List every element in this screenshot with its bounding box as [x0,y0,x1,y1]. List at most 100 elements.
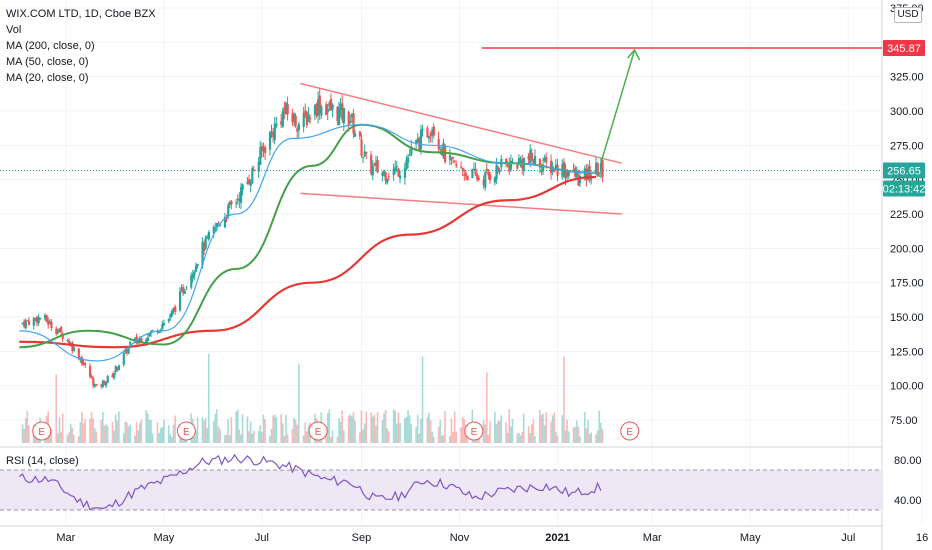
candle-body [23,321,26,327]
volume-bar [248,431,250,443]
candle-body [172,307,175,312]
candle-body [161,324,164,330]
volume-bar [28,425,30,443]
candle-body [529,150,532,164]
candle-body [34,318,37,320]
volume-bar [494,411,496,443]
triangle-lower-line [300,192,622,215]
candle-body [384,172,387,181]
candle-body [185,288,188,290]
rsi-legend[interactable]: RSI (14, close) [6,455,79,467]
candle-body [455,164,458,167]
volume-bar [118,411,120,443]
triangle-pattern[interactable] [300,82,622,215]
candle-body [564,170,567,179]
candle-body [485,168,488,171]
time-tick-label: Nov [450,532,470,544]
candle-body [167,318,170,322]
time-tick-label: May [740,532,761,544]
candle-body [178,291,182,311]
candle-body [452,156,455,158]
candle-body [329,99,333,111]
volume-bar [270,428,273,443]
volume-bar [111,421,114,443]
candle-body [201,242,204,266]
volume-bar [341,410,343,443]
volume-bar [338,418,340,443]
volume-bar [212,421,215,443]
volume-bar [407,409,409,443]
volume-bar [90,412,93,443]
volume-bar [246,416,249,443]
volume-bar [228,435,231,443]
legend-vol[interactable]: Vol [6,24,22,36]
legend-ma50[interactable]: MA (50, close, 0) [6,56,89,68]
price-axis[interactable]: 375.00325.00300.00275.00250.00225.00200.… [890,3,924,507]
candle-body [159,329,162,332]
target-annotation[interactable] [0,47,882,172]
candle-body [442,142,445,158]
candle-body [381,172,384,176]
candle-body [122,353,125,365]
earnings-marker[interactable]: E [620,421,640,441]
rsi-pane [0,453,882,511]
candle-body [601,160,604,178]
candle-body [291,113,294,123]
candle-body [482,179,485,186]
earnings-marker[interactable]: E [308,421,328,441]
candle-body [431,129,434,136]
candle-body [151,329,154,331]
volume-bar [249,421,252,443]
price-tick-label: 275.00 [890,140,924,152]
volume-bar [84,419,86,443]
rsi-line [18,453,602,511]
candle-body [88,366,92,377]
candle-body [474,168,477,175]
earnings-letter: E [315,427,322,438]
volume-bar [259,425,262,443]
volume-bar [553,412,556,443]
candle-body [407,157,410,163]
candle-body [190,275,193,288]
volume-bar [102,411,104,443]
legend-ma20[interactable]: MA (20, close, 0) [6,72,89,84]
volume-bar [399,423,401,443]
candle-body [228,202,231,206]
earnings-marker[interactable]: E [176,421,196,441]
candle-body [236,199,239,201]
symbol-title[interactable]: WIX.COM LTD, 1D, Cboe BZX [6,8,156,20]
candle-body [460,166,463,168]
candle-body [169,314,172,318]
volume-bar [354,420,356,443]
time-tick-label: Jul [255,532,269,544]
volume-bar [574,426,576,443]
candle-body [566,169,569,177]
candle-body [392,168,395,176]
candle-body [140,338,143,343]
volume-bar [519,435,522,443]
candle-body [386,178,389,184]
volume-bar [405,417,408,443]
earnings-marker[interactable]: E [32,421,52,441]
volume-bar [214,413,217,443]
volume-bar [540,414,543,443]
volume-bar [105,424,107,443]
target-price-badge: 345.87 [887,43,921,55]
candle-body [309,117,312,119]
earnings-marker[interactable]: E [464,421,484,441]
candle-body [495,164,498,180]
candle-body [50,321,53,329]
candle-body [45,315,48,322]
time-axis[interactable]: Mar May Jul Sep Nov 2021 Mar May Jul 16 [56,532,928,544]
volume-bar [216,409,218,443]
candle-body [148,332,151,336]
volume-bar [161,426,164,443]
volume-bar [506,432,509,443]
earnings-letter: E [626,427,633,438]
volume-bar [396,423,398,443]
legend-ma200[interactable]: MA (200, close, 0) [6,40,95,52]
currency-label[interactable]: USD [894,7,922,23]
volume-bar [60,432,62,443]
